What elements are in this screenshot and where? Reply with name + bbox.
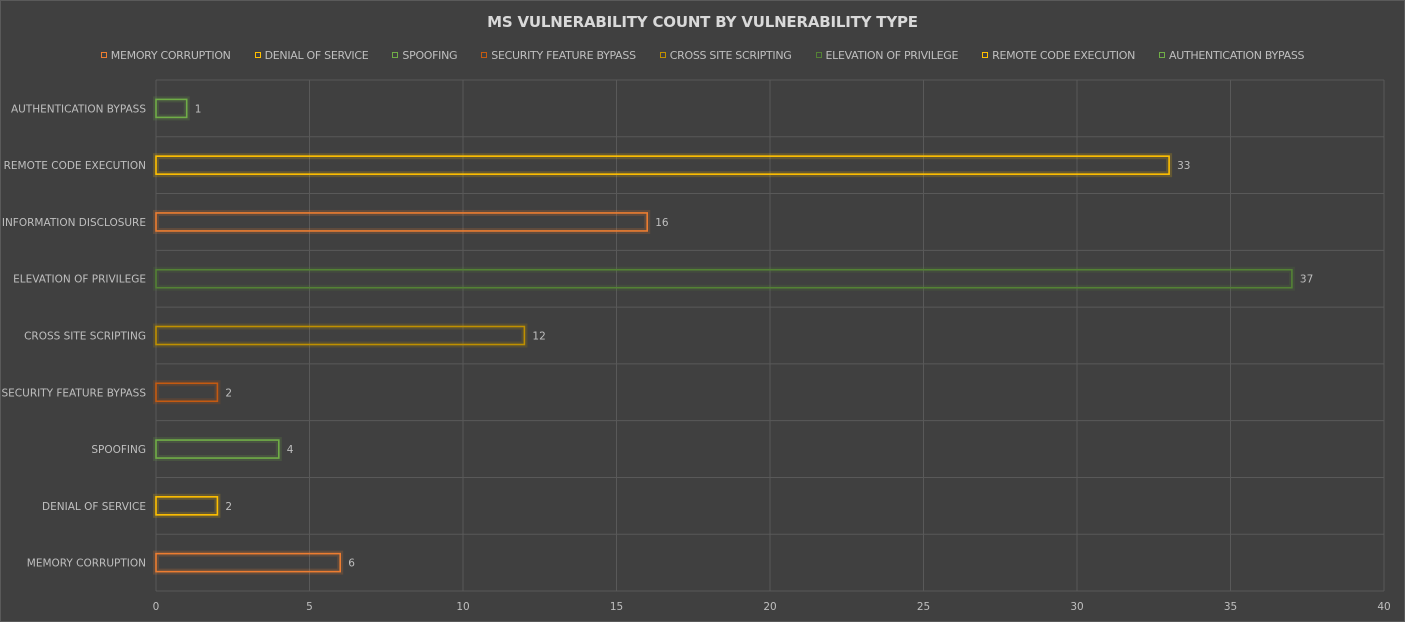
bar-group: 2 DENIAL OF SERVICE xyxy=(42,493,232,518)
category-label: REMOTE CODE EXECUTION xyxy=(4,160,146,172)
category-label: DENIAL OF SERVICE xyxy=(42,501,146,513)
bar-group: 1 AUTHENTICATION BYPASS xyxy=(11,96,202,121)
x-tick-label: 35 xyxy=(1224,601,1237,613)
x-tick-label: 40 xyxy=(1377,601,1390,613)
data-label: 33 xyxy=(1177,160,1190,172)
x-tick-label: 10 xyxy=(456,601,469,613)
data-label: 37 xyxy=(1300,274,1313,286)
legend-label: REMOTE CODE EXECUTION xyxy=(992,48,1135,62)
data-label: 4 xyxy=(287,444,294,456)
x-tick-label: 20 xyxy=(763,601,776,613)
x-tick-label: 0 xyxy=(153,601,160,613)
x-tick-label: 25 xyxy=(917,601,930,613)
legend-item: ELEVATION OF PRIVILEGE xyxy=(815,48,959,62)
bar xyxy=(155,268,1293,289)
bar xyxy=(155,382,219,403)
legend-label: CROSS SITE SCRIPTING xyxy=(669,48,792,62)
bar-group: 4 SPOOFING xyxy=(91,437,294,462)
legend-item: MEMORY CORRUPTION xyxy=(100,48,231,62)
chart-legend: MEMORY CORRUPTION DENIAL OF SERVICE SPOOFI… xyxy=(1,47,1404,63)
bar xyxy=(155,439,280,459)
legend-swatch xyxy=(659,52,666,58)
bar-group: 16 INFORMATION DISCLOSURE xyxy=(2,209,669,234)
category-label: MEMORY CORRUPTION xyxy=(27,558,146,570)
data-label: 2 xyxy=(225,387,232,399)
chart-title: MS VULNERABILITY COUNT BY VULNERABILITY … xyxy=(487,13,918,31)
legend-item: AUTHENTICATION BYPASS xyxy=(1159,48,1305,62)
legend-swatch xyxy=(982,52,989,58)
data-label: 2 xyxy=(225,501,232,513)
bar-group: 2 SECURITY FEATURE BYPASS xyxy=(2,380,232,405)
category-label: SECURITY FEATURE BYPASS xyxy=(2,387,147,399)
data-label: 1 xyxy=(195,103,202,115)
bar-glow xyxy=(153,209,651,234)
bar-group: 33 REMOTE CODE EXECUTION xyxy=(4,153,1190,178)
data-label: 6 xyxy=(348,558,355,570)
legend-label: DENIAL OF SERVICE xyxy=(264,48,369,62)
bar-glow xyxy=(153,380,221,405)
bar-glow xyxy=(153,493,221,518)
x-tick-label: 15 xyxy=(610,601,623,613)
legend-swatch xyxy=(481,52,488,58)
bar-group: 6 MEMORY CORRUPTION xyxy=(27,550,355,575)
legend-item: SECURITY FEATURE BYPASS xyxy=(481,48,636,62)
data-label: 16 xyxy=(655,217,669,229)
bar xyxy=(155,212,649,232)
legend-item: DENIAL OF SERVICE xyxy=(254,48,369,62)
legend-item: SPOOFING xyxy=(392,48,458,62)
legend-label: ELEVATION OF PRIVILEGE xyxy=(825,48,959,62)
bar xyxy=(155,155,1170,175)
bar xyxy=(155,325,526,346)
category-label: AUTHENTICATION BYPASS xyxy=(11,103,146,115)
data-label: 12 xyxy=(532,331,545,343)
bar-glow xyxy=(153,323,528,348)
legend-swatch xyxy=(815,52,822,58)
bar-glow xyxy=(153,550,344,575)
category-label: CROSS SITE SCRIPTING xyxy=(24,331,146,343)
bar xyxy=(155,98,188,119)
x-tick-label: 30 xyxy=(1070,601,1083,613)
legend-swatch xyxy=(100,52,107,58)
category-label: SPOOFING xyxy=(91,444,146,456)
legend-swatch xyxy=(254,52,261,58)
legend-label: AUTHENTICATION BYPASS xyxy=(1169,48,1305,62)
x-tick-label: 5 xyxy=(306,601,313,613)
bar xyxy=(155,552,341,573)
bar-group: 12 CROSS SITE SCRIPTING xyxy=(24,323,546,348)
legend-item: REMOTE CODE EXECUTION xyxy=(982,49,1135,62)
legend-label: SECURITY FEATURE BYPASS xyxy=(491,48,636,62)
bar-glow xyxy=(153,96,190,121)
legend-label: SPOOFING xyxy=(402,48,458,62)
category-label: ELEVATION OF PRIVILEGE xyxy=(13,274,146,286)
bar-glow xyxy=(153,153,1173,178)
bar-glow xyxy=(153,437,282,462)
bar-group: 37 ELEVATION OF PRIVILEGE xyxy=(13,266,1313,291)
legend-swatch xyxy=(392,52,399,58)
legend-swatch xyxy=(1159,52,1165,58)
bar-glow xyxy=(153,266,1295,291)
bar xyxy=(155,496,219,516)
legend-item: CROSS SITE SCRIPTING xyxy=(659,48,792,62)
legend-label: MEMORY CORRUPTION xyxy=(110,48,231,62)
category-label: INFORMATION DISCLOSURE xyxy=(2,217,146,229)
